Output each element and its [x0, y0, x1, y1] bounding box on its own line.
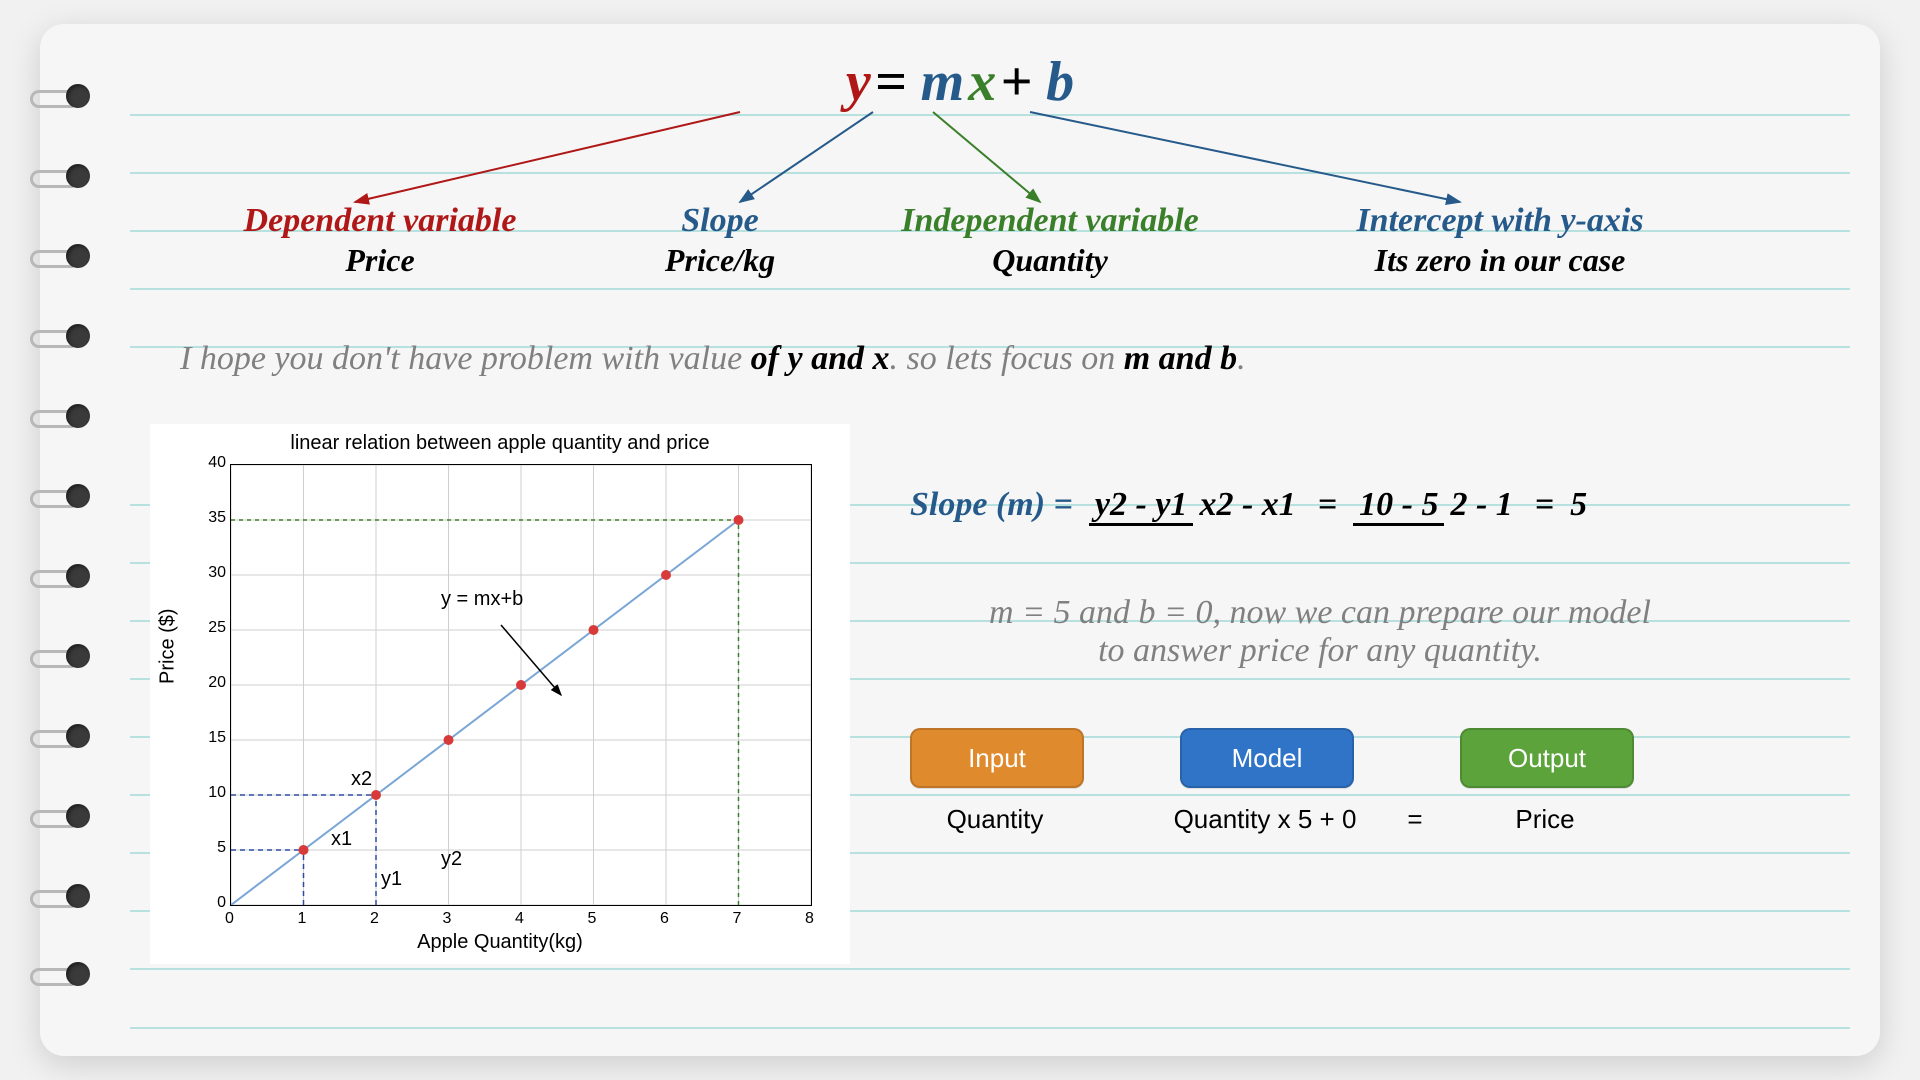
formula-eq: = [875, 51, 921, 113]
svg-text:y = mx+b: y = mx+b [441, 588, 523, 610]
pill-output: Output [1460, 728, 1634, 788]
svg-text:y2: y2 [441, 848, 462, 870]
pill-model-sub: Quantity x 5 + 0 [1135, 804, 1395, 835]
chart-title: linear relation between apple quantity a… [150, 432, 850, 455]
formula: y = m x + b [40, 50, 1880, 114]
chart-xlabel: Apple Quantity(kg) [150, 931, 850, 954]
label-m: SlopePrice/kg [595, 202, 845, 279]
label-y: Dependent variablePrice [190, 202, 570, 279]
pill-input-sub: Quantity [865, 804, 1125, 835]
formula-m: m [921, 51, 965, 113]
chart-svg: y = mx+b x1 x2 y1 y2 [231, 465, 811, 905]
notebook-page: y = m x + b Dependent variablePrice Slope… [40, 24, 1880, 1056]
pill-model: Model [1180, 728, 1354, 788]
note-line-2: m = 5 and b = 0, now we can prepare our … [880, 594, 1760, 670]
label-b: Intercept with y-axisIts zero in our cas… [1280, 202, 1720, 279]
svg-text:x1: x1 [331, 828, 352, 850]
svg-text:y1: y1 [381, 868, 402, 890]
formula-x: x [968, 51, 996, 113]
formula-b: b [1046, 51, 1074, 113]
pill-input: Input [910, 728, 1084, 788]
label-x: Independent variableQuantity [860, 202, 1240, 279]
note-line-1: I hope you don't have problem with value… [180, 340, 1246, 378]
formula-y: y [846, 51, 871, 113]
slope-formula: Slope (m) = y2 - y1x2 - x1 = 10 - 52 - 1… [910, 486, 1587, 524]
chart-container: linear relation between apple quantity a… [150, 424, 850, 964]
chart-plot: y = mx+b x1 x2 y1 y2 [230, 464, 812, 906]
svg-text:x2: x2 [351, 768, 372, 790]
pill-output-sub: Price [1415, 804, 1675, 835]
chart-ylabel: Price ($) [157, 608, 180, 684]
equals-sign: = [1395, 804, 1435, 835]
formula-plus: + [1000, 51, 1046, 113]
